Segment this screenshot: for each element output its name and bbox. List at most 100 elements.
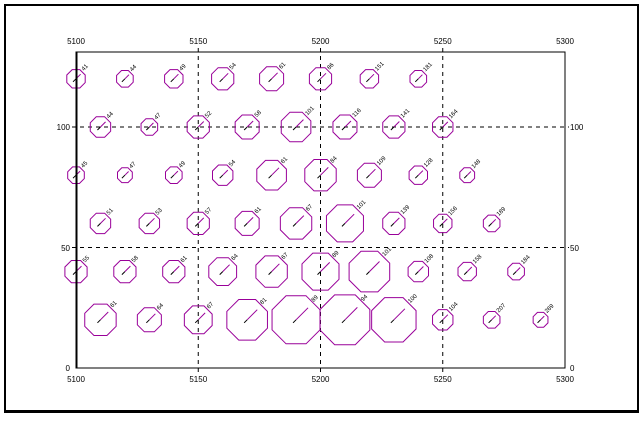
station-symbol: 49 — [165, 160, 188, 184]
symbol-needle — [320, 262, 331, 272]
symbol-value-label: 53 — [155, 207, 164, 216]
station-symbol: 58 — [113, 255, 140, 284]
symbol-value-label: 148 — [471, 158, 483, 170]
symbol-needle — [369, 73, 375, 80]
symbol-center-tick — [121, 271, 126, 275]
symbol-needle — [491, 218, 497, 224]
symbol-value-label: 84 — [330, 155, 339, 164]
symbol-center-tick — [194, 319, 199, 324]
symbol-needle — [369, 168, 376, 176]
symbol-octagon — [482, 214, 501, 233]
station-symbol: 47 — [140, 112, 163, 136]
symbol-needle — [417, 170, 424, 176]
symbol-octagon — [117, 167, 133, 184]
station-symbol: 61 — [256, 156, 290, 191]
x-tick-label-bottom: 5150 — [189, 375, 208, 384]
station-symbol: 139 — [382, 204, 412, 235]
symbol-value-label: 89 — [311, 294, 320, 303]
station-symbol: 151 — [359, 61, 386, 89]
x-tick-label-top: 5200 — [311, 37, 330, 46]
symbol-octagon — [319, 294, 371, 346]
symbol-center-tick — [390, 319, 395, 324]
symbol-center-tick — [243, 319, 248, 324]
symbol-octagon — [164, 69, 184, 89]
symbol-value-label: 141 — [400, 108, 412, 120]
x-tick-label-bottom: 5200 — [311, 375, 330, 384]
symbol-needle — [515, 267, 521, 272]
symbol-octagon — [507, 262, 525, 281]
symbol-needle — [320, 167, 329, 176]
symbol-value-label: 101 — [305, 105, 317, 117]
symbol-value-label: 67 — [305, 203, 314, 212]
station-symbol: 54 — [211, 159, 238, 186]
symbol-needle — [344, 120, 352, 128]
station-symbol: 49 — [164, 63, 188, 89]
symbol-needle — [222, 72, 229, 80]
symbol-needle — [124, 74, 130, 80]
station-symbol: 55 — [64, 255, 92, 284]
symbol-needle — [417, 266, 424, 272]
symbol-value-label: 207 — [496, 302, 508, 314]
station-symbol: 116 — [332, 107, 363, 140]
symbol-center-tick — [194, 223, 199, 227]
symbol-needle — [344, 213, 355, 224]
symbol-needle — [246, 309, 258, 321]
symbol-octagon — [211, 67, 235, 91]
symbol-value-label: 58 — [254, 109, 263, 118]
symbol-value-label: 108 — [424, 253, 436, 265]
symbol-octagon — [67, 166, 85, 184]
symbol-value-label: 64 — [231, 253, 240, 262]
symbol-value-label: 55 — [82, 255, 91, 264]
symbol-octagon — [208, 257, 238, 287]
symbol-octagon — [211, 164, 234, 186]
symbol-center-tick — [439, 223, 444, 227]
symbol-center-tick — [97, 126, 101, 131]
symbol-needle — [540, 315, 545, 321]
y-tick-label-left: 50 — [61, 243, 70, 253]
station-symbol: 61 — [162, 255, 189, 284]
symbol-center-tick — [170, 174, 175, 179]
symbol-needle — [148, 122, 154, 128]
symbol-value-label: 52 — [204, 110, 213, 119]
x-tick-label-bottom: 5300 — [556, 375, 574, 384]
symbol-value-label: 44 — [129, 64, 138, 73]
symbol-needle — [295, 215, 305, 224]
station-symbol: 58 — [234, 109, 263, 140]
symbol-needle — [124, 171, 129, 176]
symbol-center-tick — [512, 271, 517, 275]
symbol-octagon — [234, 210, 260, 236]
symbol-value-label: 61 — [280, 156, 289, 165]
symbol-octagon — [301, 252, 340, 291]
x-tick-label-bottom: 5250 — [433, 375, 452, 384]
station-symbol: 47 — [117, 161, 138, 184]
station-symbol: 61 — [234, 206, 263, 236]
symbol-center-tick — [219, 174, 224, 179]
x-tick-label-top: 5100 — [67, 37, 85, 46]
symbol-octagon — [359, 69, 380, 89]
symbol-center-tick — [414, 174, 419, 179]
symbol-needle — [466, 171, 472, 176]
symbol-needle — [393, 121, 400, 128]
station-symbol: 164 — [432, 108, 460, 138]
symbol-value-label: 41 — [81, 63, 90, 72]
symbol-needle — [442, 218, 448, 224]
station-symbol: 94 — [319, 294, 371, 346]
symbol-value-label: 54 — [229, 62, 238, 71]
symbol-needle — [100, 217, 106, 224]
symbol-value-label: 61 — [180, 255, 189, 264]
symbol-octagon — [382, 115, 406, 139]
station-symbol: 89 — [301, 250, 341, 291]
symbol-center-tick — [390, 126, 395, 131]
station-symbol: 51 — [89, 207, 115, 235]
symbol-center-tick — [366, 78, 370, 83]
symbol-octagon — [256, 159, 287, 191]
symbol-octagon — [407, 260, 429, 283]
symbol-octagon — [432, 116, 454, 138]
symbol-octagon — [140, 118, 159, 136]
station-symbol: 101 — [280, 105, 317, 143]
station-symbol: 189 — [482, 206, 508, 233]
symbol-needle — [148, 313, 156, 321]
symbol-octagon — [348, 250, 391, 293]
